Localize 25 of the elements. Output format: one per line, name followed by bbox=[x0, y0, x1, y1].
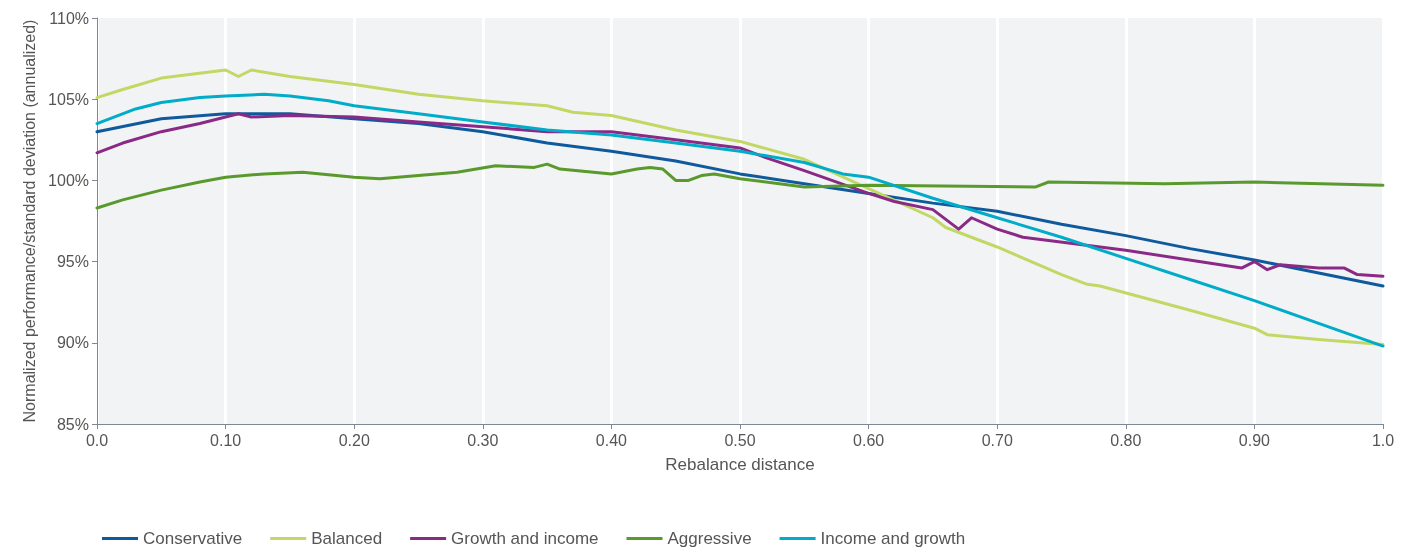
x-tick-label: 0.90 bbox=[1238, 431, 1271, 449]
y-tick-label: 110% bbox=[49, 9, 89, 27]
x-axis-title: Rebalance distance bbox=[665, 455, 815, 474]
y-tick-label: 95% bbox=[56, 253, 89, 271]
y-axis-title: Normalized performance/standard deviation (annualized) bbox=[20, 19, 38, 423]
y-tick-label: 100% bbox=[48, 171, 89, 189]
x-tick-label: 0.0 bbox=[85, 431, 109, 449]
legend-label: Conservative bbox=[143, 529, 243, 548]
x-tick-label: 0.80 bbox=[1110, 431, 1142, 449]
x-tick-label: 0.40 bbox=[595, 431, 628, 449]
line-series bbox=[95, 162, 1385, 210]
y-tick-label: 85% bbox=[56, 415, 89, 433]
legend-label: Income and growth bbox=[820, 529, 966, 548]
legend-label: Growth and income bbox=[451, 529, 599, 548]
y-tick-label: 90% bbox=[56, 334, 89, 352]
x-tick-label: 1.0 bbox=[1371, 431, 1395, 449]
x-tick-label: 0.10 bbox=[210, 431, 242, 449]
x-tick-label: 0.30 bbox=[467, 431, 499, 449]
x-tick-label: 0.20 bbox=[338, 431, 370, 449]
legend-label: Aggressive bbox=[667, 529, 752, 548]
x-tick-label: 0.60 bbox=[853, 431, 885, 449]
y-tick-label: 105% bbox=[48, 90, 89, 108]
x-tick-label: 0.50 bbox=[724, 431, 756, 449]
legend-label: Balanced bbox=[311, 529, 383, 548]
x-tick-label: 0.70 bbox=[981, 431, 1013, 449]
